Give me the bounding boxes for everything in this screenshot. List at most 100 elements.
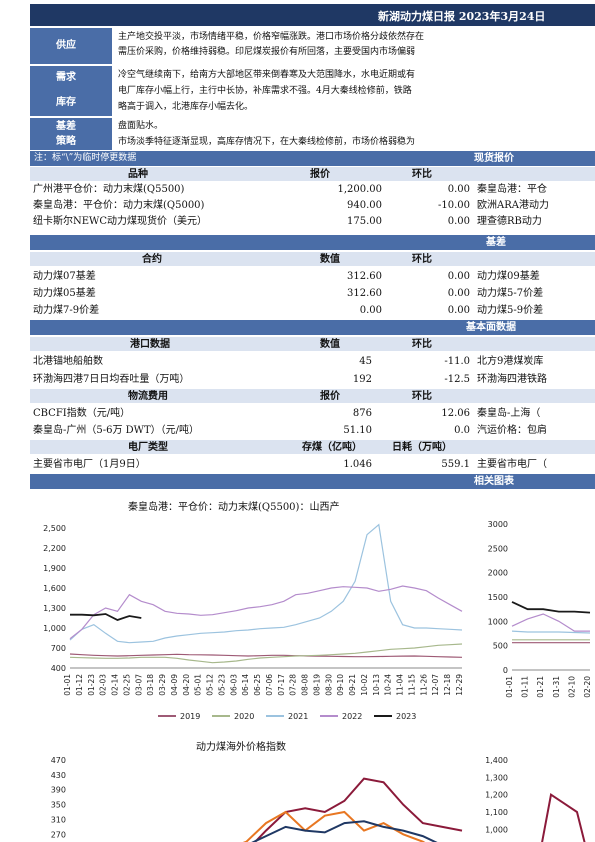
x-tick-label: 12-29: [455, 674, 464, 696]
logistics-chg: 0.0: [454, 425, 470, 436]
x-tick-label: 01-01: [63, 674, 72, 696]
x-tick-label: 02-10: [567, 676, 576, 698]
x-tick-label: 10-13: [372, 674, 381, 696]
supply-text-1: 主产地交投平淡，市场情绪平稳，价格窄幅涨跌。港口市场价格分歧依然存在: [118, 32, 425, 42]
basis-value: 0.00: [359, 305, 382, 316]
x-tick-label: 11-04: [396, 674, 405, 696]
legend-label: 2020: [234, 712, 254, 721]
port-col-chg: 环比: [412, 339, 432, 350]
spot-price: 175.00: [347, 216, 382, 227]
x-tick-label: 05-01: [194, 674, 203, 696]
basis-col-value: 数值: [320, 254, 340, 265]
x-tick-label: 05-12: [206, 674, 215, 696]
y-tick-label: 430: [51, 771, 66, 780]
y-tick-label: 0: [503, 666, 508, 675]
y-tick-label: 1500: [488, 593, 508, 602]
charts-section-title: 相关图表: [474, 476, 514, 487]
y-tick-label: 1,100: [485, 808, 508, 817]
spot-chg: -10.00: [437, 200, 470, 211]
x-tick-label: 08-30: [324, 674, 333, 696]
series-line: [69, 653, 463, 658]
chart-3: 230270310350390430470: [51, 756, 463, 842]
chart-3-title: 动力煤海外价格指数: [196, 742, 286, 753]
series-line: [511, 613, 590, 632]
y-tick-label: 270: [51, 830, 66, 839]
y-tick-label: 350: [51, 801, 66, 810]
plant-right: 主要省市电厂（: [477, 459, 547, 470]
basis-name: 动力煤7-9价差: [33, 305, 100, 316]
demand-text-3: 略高于调入，北港库存小幅去化。: [118, 102, 254, 112]
x-tick-label: 05-23: [217, 674, 226, 696]
port-right: 北方9港煤炭库: [477, 356, 544, 367]
plant-col-chg: 日耗（万吨）: [392, 442, 452, 453]
port-right: 环渤海四港铁路: [477, 374, 547, 385]
supply-label-cell: 供应: [30, 28, 112, 64]
x-tick-label: 07-17: [277, 674, 286, 696]
x-tick-label: 10-24: [384, 674, 393, 696]
x-tick-label: 11-26: [419, 674, 428, 696]
y-tick-label: 400: [51, 664, 66, 673]
strategy-label: 策略: [56, 136, 76, 147]
spot-section-bar: 注：标“\”为临时停更数据 现货报价: [30, 151, 595, 166]
basis-label: 基差: [56, 121, 76, 132]
basis-col-name: 合约: [142, 254, 162, 265]
port-col-value: 数值: [320, 339, 340, 350]
x-tick-label: 03-18: [146, 674, 155, 696]
y-tick-label: 470: [51, 756, 66, 765]
basis-label-cell: 基差 策略: [30, 118, 112, 150]
logistics-right: 秦皇岛-上海（: [477, 408, 541, 419]
spot-chg: 0.00: [447, 216, 470, 227]
y-tick-label: 1,900: [43, 564, 66, 573]
x-tick-label: 01-23: [87, 674, 96, 696]
basis-right: 动力煤5-9价差: [477, 305, 544, 316]
x-tick-label: 06-03: [229, 674, 238, 696]
y-tick-label: 500: [493, 642, 508, 651]
y-tick-label: 1000: [488, 617, 508, 626]
fundamentals-section-bar: 基本面数据: [30, 320, 595, 335]
basis-text-2: 市场淡季特征逐渐显现，高库存情况下，在大秦线检修前，市场价格弱稳为: [118, 137, 416, 147]
demand-text-2: 电厂库存小幅上行，主行中长协，补库需求不强。4月大秦线检修前，铁路: [118, 86, 412, 96]
spot-section-title: 现货报价: [474, 153, 514, 164]
series-line: [541, 793, 586, 842]
series-line: [69, 585, 463, 640]
x-tick-label: 01-21: [536, 676, 545, 698]
logistics-col-name: 物流费用: [128, 391, 168, 402]
spot-name: 纽卡斯尔NEWC动力煤现货价（美元）: [33, 216, 207, 227]
port-header-row: [30, 337, 595, 351]
x-tick-label: 03-29: [158, 674, 167, 696]
demand-label: 需求: [56, 72, 76, 83]
x-tick-label: 10-02: [360, 674, 369, 696]
x-tick-label: 11-15: [407, 674, 416, 696]
x-tick-label: 12-18: [443, 674, 452, 696]
series-line: [242, 810, 426, 842]
basis-chg: 0.00: [447, 271, 470, 282]
y-tick-label: 1,000: [485, 825, 508, 834]
x-tick-label: 09-21: [348, 674, 357, 696]
logistics-value: 876: [352, 408, 372, 419]
x-tick-label: 07-06: [265, 674, 274, 696]
basis-col-chg: 环比: [412, 254, 432, 265]
plant-value: 1.046: [343, 459, 372, 470]
chart-1-title: 秦皇岛港：平仓价：动力末煤(Q5500)：山西产: [128, 502, 340, 513]
basis-right: 动力煤5-7价差: [477, 288, 544, 299]
y-tick-label: 1,400: [485, 756, 508, 765]
legend-label: 2022: [342, 712, 362, 721]
x-tick-label: 07-28: [289, 674, 298, 696]
x-tick-label: 02-14: [111, 674, 120, 696]
spot-header-row: [30, 167, 595, 181]
x-tick-label: 01-01: [505, 676, 514, 698]
port-value: 45: [359, 356, 372, 367]
y-tick-label: 1,300: [485, 773, 508, 782]
y-tick-label: 700: [51, 644, 66, 653]
basis-value: 312.60: [347, 271, 382, 282]
legend-label: 2023: [396, 712, 416, 721]
x-tick-label: 08-19: [312, 674, 321, 696]
fundamentals-section-title: 基本面数据: [466, 322, 516, 333]
series-line: [251, 820, 438, 842]
x-tick-label: 06-14: [241, 674, 250, 696]
x-tick-label: 01-11: [521, 676, 530, 698]
port-name: 北港锚地船舶数: [33, 356, 103, 367]
x-tick-label: 01-31: [552, 676, 561, 698]
basis-chg: 0.00: [447, 288, 470, 299]
y-tick-label: 2000: [488, 569, 508, 578]
